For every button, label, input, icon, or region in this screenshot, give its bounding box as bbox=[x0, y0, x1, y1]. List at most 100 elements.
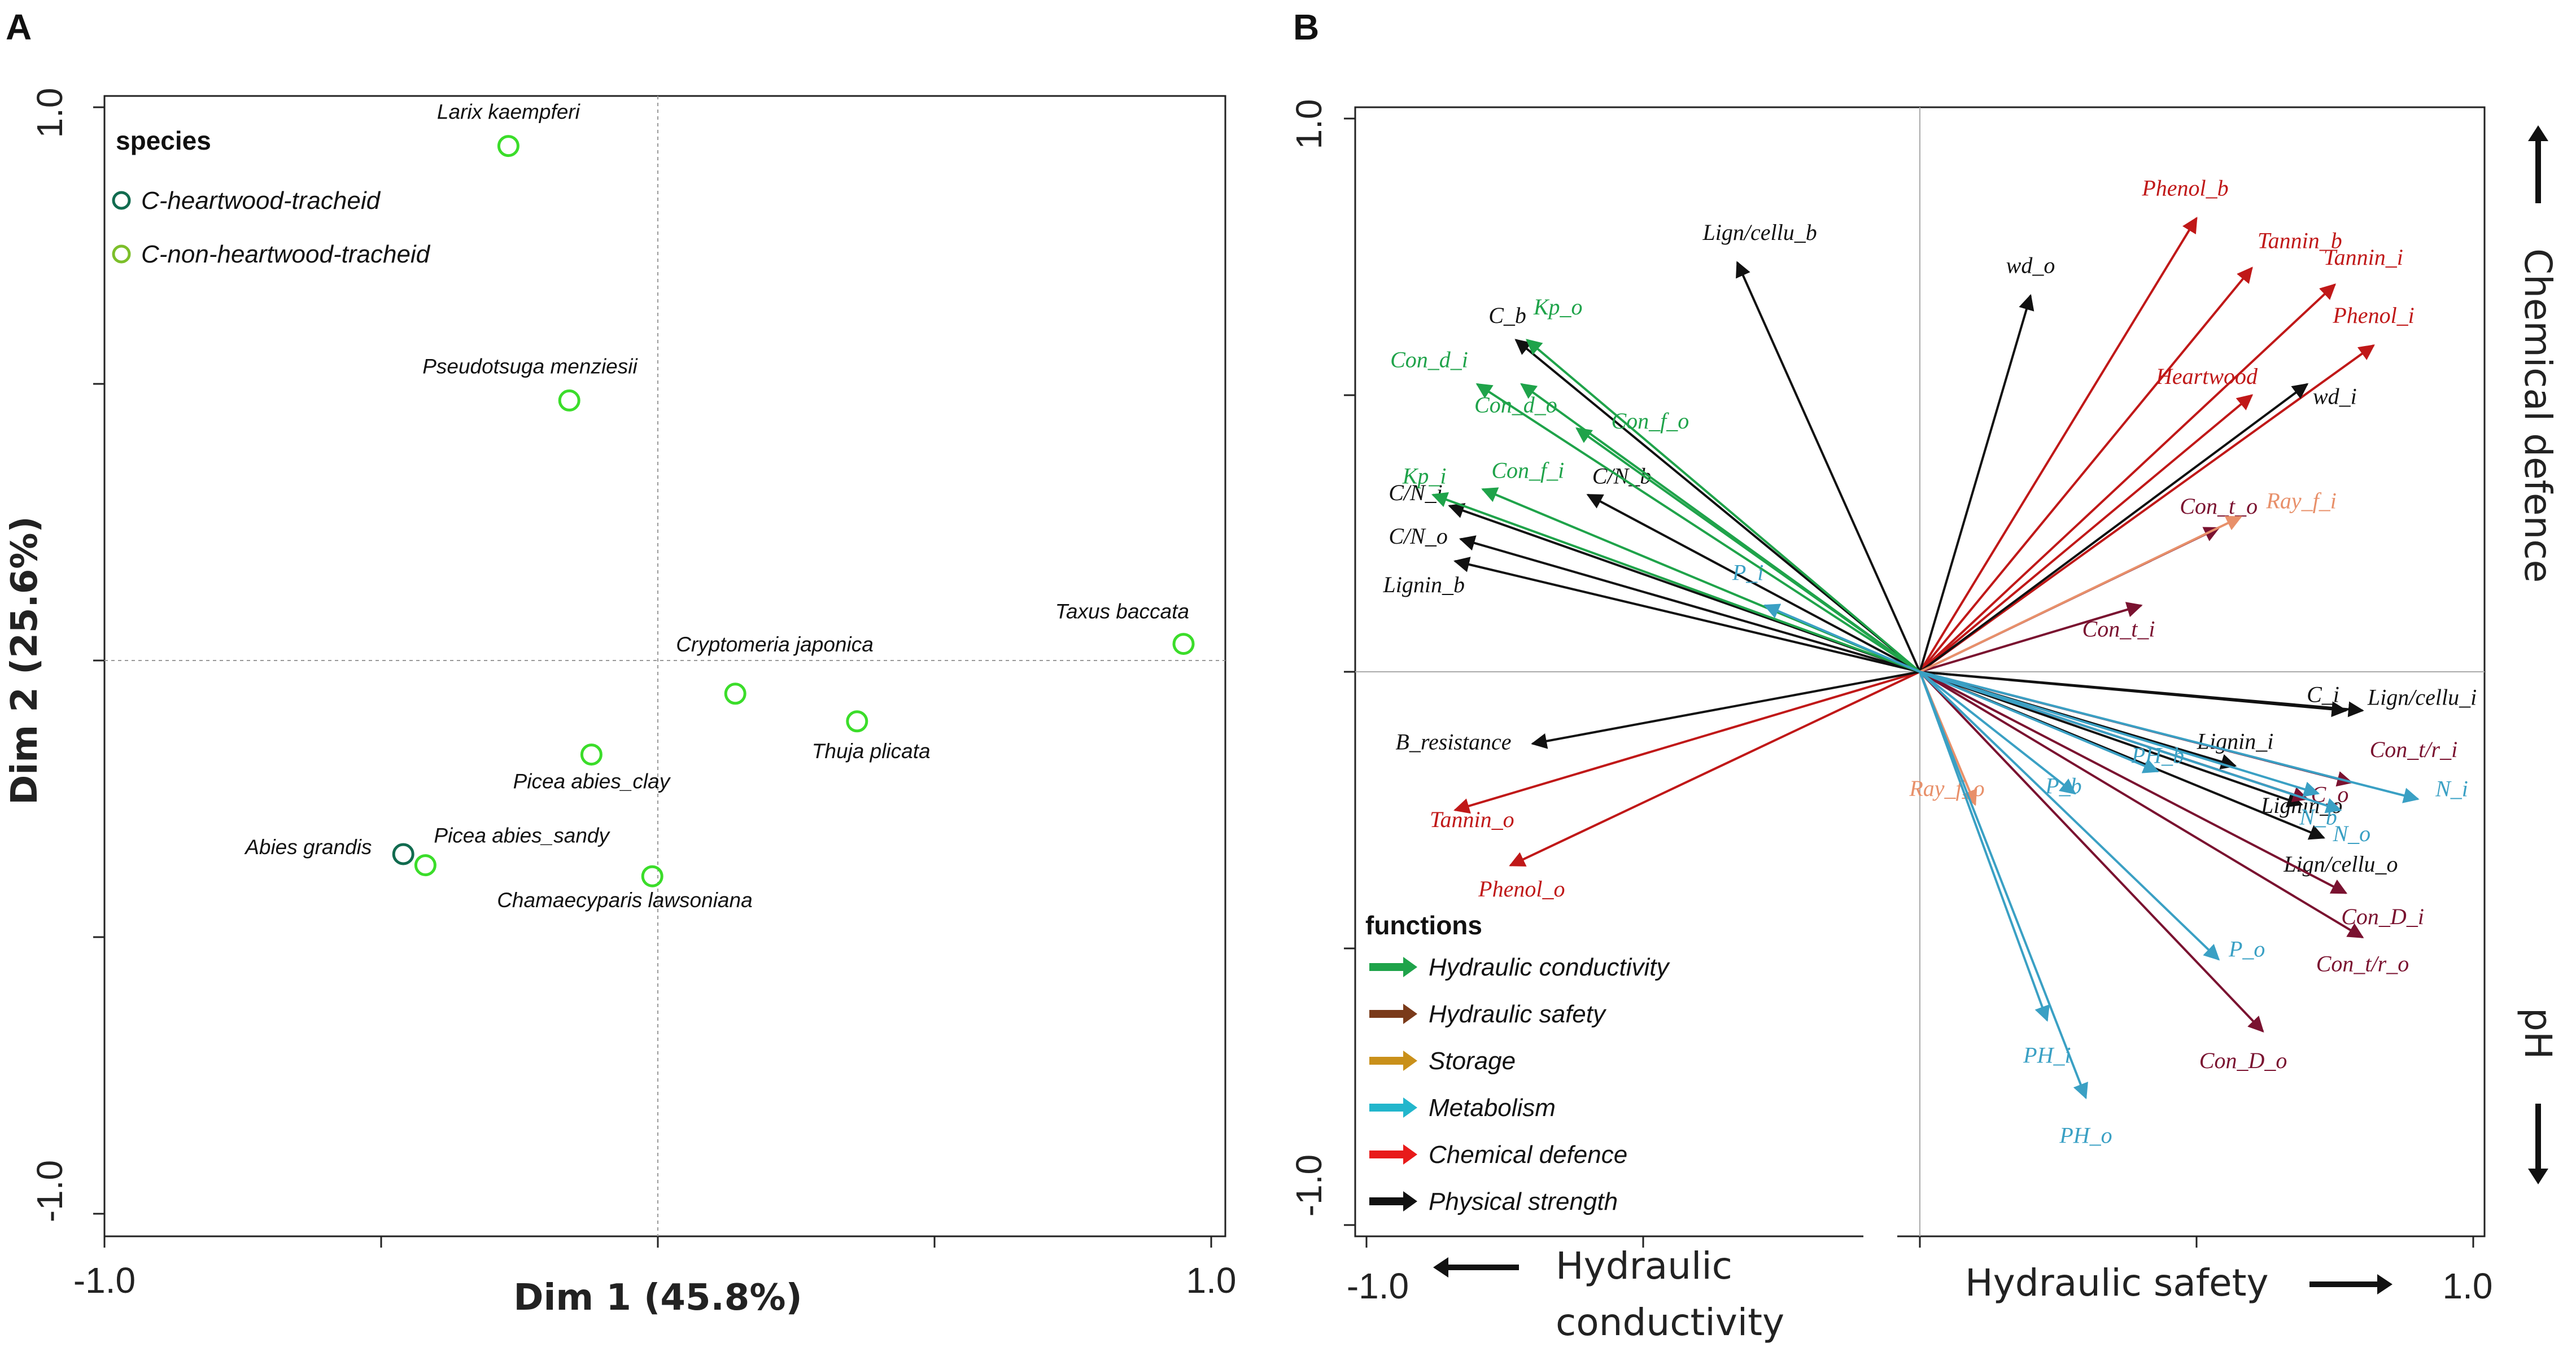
panel-a-x-tick-label-max: 1.0 bbox=[1186, 1260, 1237, 1301]
vector-label-con-t-r-o: Con_t/r_o bbox=[2316, 951, 2409, 976]
vector-arrow-wd-o bbox=[1919, 294, 2034, 672]
vector-label-con-t-i: Con_t_i bbox=[2082, 616, 2155, 641]
functions-legend-arrowhead bbox=[1403, 1144, 1417, 1165]
vector-arrow-heartwood bbox=[1919, 394, 2254, 673]
vector-arrow-con-d-o bbox=[1919, 671, 2264, 1033]
point-label-thuja-plicata: Thuja plicata bbox=[812, 740, 931, 763]
functions-legend-label-hydraulic-conductivity: Hydraulic conductivity bbox=[1429, 953, 1670, 981]
vector-label-ray-f-o: Ray_f_o bbox=[1909, 776, 1984, 801]
legend-marker-non-heartwood bbox=[112, 244, 131, 264]
functions-legend-arrowhead bbox=[1403, 957, 1417, 977]
panel-a-x-tick-label-min: -1.0 bbox=[73, 1260, 136, 1301]
vector-arrow-lign-cellu-b bbox=[1736, 261, 1921, 672]
vector-label-lign-cellu-i: Lign/cellu_i bbox=[2367, 685, 2477, 710]
vector-label-phenol-i: Phenol_i bbox=[2332, 303, 2414, 328]
left-direction-arrowhead bbox=[1433, 1257, 1448, 1278]
panel-b-y-ticks bbox=[1344, 117, 1355, 1226]
point-marker-chamaecyparis-lawsoniana bbox=[641, 865, 663, 887]
vector-arrow-ph-o bbox=[1919, 671, 2088, 1100]
vector-arrow-ph-i bbox=[1919, 671, 2050, 1022]
vector-arrow-wd-i bbox=[1919, 383, 2309, 673]
panel-b-axis-gap bbox=[1863, 1235, 1897, 1240]
vector-label-ray-f-i: Ray_f_i bbox=[2265, 488, 2336, 514]
vector-arrow-n-o bbox=[1919, 671, 2342, 813]
legend-marker-heartwood bbox=[112, 191, 131, 210]
point-marker-abies-grandis bbox=[392, 843, 414, 865]
vector-label-phenol-o: Phenol_o bbox=[1478, 876, 1565, 902]
vector-arrow-p-b bbox=[1919, 671, 2076, 795]
point-marker-taxus-baccata bbox=[1172, 633, 1195, 655]
down-direction-arrowhead bbox=[2528, 1169, 2548, 1184]
panel-a-legend-title: species bbox=[116, 126, 211, 155]
functions-legend-arrowhead bbox=[1403, 1004, 1417, 1024]
vector-arrow-lignin-b bbox=[1453, 557, 1920, 673]
vector-label-c-b: C_b bbox=[1488, 303, 1526, 328]
panel-b-x-tick-label-min: -1.0 bbox=[1347, 1266, 1409, 1306]
vector-arrow-p-i bbox=[1763, 603, 1920, 673]
panel-b-x-ticks bbox=[1365, 1236, 2474, 1248]
panel-b-x-tick-label-max: 1.0 bbox=[2443, 1266, 2493, 1306]
panel-b: B -1.0 1.0 1.0 -1.0 Hydraulic conductivi… bbox=[1289, 7, 2560, 1344]
vector-label-b-resistance: B_resistance bbox=[1395, 729, 1511, 754]
vector-arrow-tannin-b bbox=[1919, 266, 2253, 673]
vector-arrow-phenol-o bbox=[1509, 671, 1920, 867]
legend-label-heartwood: C-heartwood-tracheid bbox=[141, 187, 381, 215]
vector-arrow-c-n-o bbox=[1459, 535, 1920, 673]
vector-label-con-f-i: Con_f_i bbox=[1491, 458, 1564, 483]
point-marker-pseudotsuga-menziesii bbox=[558, 389, 580, 412]
vector-label-c-n-b: C/N_b bbox=[1592, 463, 1651, 488]
panel-a-y-ticks bbox=[93, 106, 104, 1215]
vector-label-heartwood: Heartwood bbox=[2155, 364, 2258, 389]
vector-label-p-i: P_i bbox=[1732, 559, 1764, 585]
point-marker-picea-abies-clay bbox=[580, 743, 602, 766]
panel-a-letter: A bbox=[6, 7, 32, 47]
vector-arrow-con-t-r-o bbox=[1919, 671, 2364, 939]
functions-legend-title: functions bbox=[1365, 911, 1482, 940]
vector-label-tannin-b: Tannin_b bbox=[2258, 228, 2342, 253]
panel-b-y-tick-label-max: 1.0 bbox=[1289, 99, 1329, 150]
vector-arrow-kp-o bbox=[1526, 339, 1921, 673]
vector-arrow-n-b bbox=[1919, 671, 2320, 797]
panel-a-points: Larix kaempferi Pseudotsuga menziesii Taxu… bbox=[244, 100, 1195, 912]
vector-label-con-d-o: Con_D_o bbox=[2199, 1048, 2287, 1073]
panel-b-legend: functions Hydraulic conductivityHydrauli… bbox=[1365, 911, 1670, 1215]
vector-arrow-lign-cellu-i bbox=[1919, 671, 2348, 718]
functions-legend-label-hydraulic-safety: Hydraulic safety bbox=[1429, 1000, 1607, 1028]
panel-b-direction-labels: Hydraulic conductivity Hydraulic safety … bbox=[1433, 125, 2560, 1344]
point-marker-cryptomeria-japonica bbox=[724, 683, 746, 705]
vector-arrow-con-t-i bbox=[1919, 602, 2143, 673]
panel-a: A -1.0 1.0 1.0 -1.0 Dim 1 (45.8%) Dim 2 … bbox=[4, 7, 1236, 1319]
vector-arrow-ph-b bbox=[1919, 671, 2159, 773]
panel-a-x-ticks bbox=[103, 1236, 1212, 1248]
point-label-cryptomeria-japonica: Cryptomeria japonica bbox=[676, 633, 874, 656]
vector-label-lignin-i: Lignin_i bbox=[2197, 729, 2274, 754]
point-marker-picea-abies-sandy bbox=[414, 854, 436, 877]
chemical-defence-label: Chemical defence bbox=[2516, 248, 2560, 583]
vector-label-p-b: P_b bbox=[2045, 773, 2081, 799]
vector-arrow-con-d-i bbox=[1475, 383, 1921, 673]
vector-label-ph-i: PH_i bbox=[2023, 1042, 2071, 1068]
vector-label-lign-cellu-o: Lign/cellu_o bbox=[2283, 851, 2398, 877]
vector-label-kp-i: Kp_i bbox=[1402, 463, 1447, 488]
vector-label-lignin-b: Lignin_b bbox=[1383, 572, 1465, 597]
functions-legend-label-storage: Storage bbox=[1429, 1047, 1516, 1075]
functions-legend-arrowhead bbox=[1403, 1097, 1417, 1118]
functions-legend-items: Hydraulic conductivity Hydraulic safety St… bbox=[1369, 953, 1670, 1215]
vector-arrow-con-d-i bbox=[1919, 671, 2348, 894]
vector-label-phenol-b: Phenol_b bbox=[2141, 175, 2228, 200]
point-label-pseudotsuga-menziesii: Pseudotsuga menziesii bbox=[422, 355, 638, 378]
vector-label-con-f-o: Con_f_o bbox=[1612, 408, 1689, 434]
vector-label-tannin-i: Tannin_i bbox=[2324, 244, 2403, 270]
vector-arrow-b-resistance bbox=[1531, 671, 1920, 749]
vector-arrow-phenol-i bbox=[1919, 344, 2375, 673]
point-label-taxus-baccata: Taxus baccata bbox=[1055, 600, 1189, 623]
point-label-picea-abies-sandy: Picea abies_sandy bbox=[434, 824, 610, 847]
ph-label: pH bbox=[2516, 1008, 2560, 1060]
vector-label-con-d-i: Con_d_i bbox=[1390, 347, 1468, 372]
panel-a-y-axis-title: Dim 2 (25.6%) bbox=[4, 516, 46, 804]
vector-label-c-n-o: C/N_o bbox=[1389, 523, 1447, 549]
vector-arrow-tannin-o bbox=[1453, 671, 1920, 814]
point-label-larix-kaempferi: Larix kaempferi bbox=[437, 100, 581, 124]
